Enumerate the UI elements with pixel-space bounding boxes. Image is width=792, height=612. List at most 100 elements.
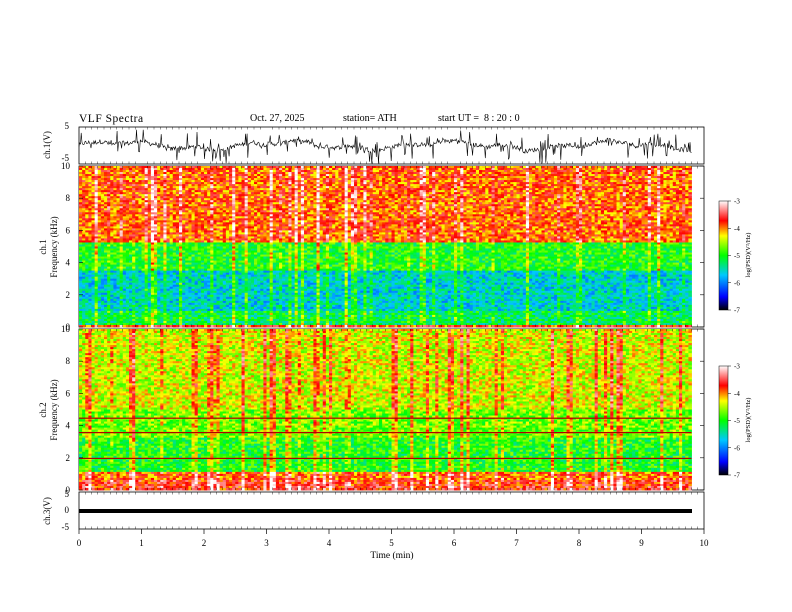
spectrogram-cell xyxy=(94,184,99,187)
spectrogram-cell xyxy=(500,174,505,177)
spectrogram-cell xyxy=(463,182,467,185)
spectrogram-cell xyxy=(613,188,617,191)
spectrogram-cell xyxy=(319,174,324,177)
spectrogram-cell xyxy=(632,186,636,189)
spectrogram-cell xyxy=(369,174,374,177)
spectrogram-cell xyxy=(479,170,483,173)
spectrogram-cell xyxy=(597,182,602,185)
spectrogram-cell xyxy=(566,178,571,181)
spectrogram-cell xyxy=(385,178,389,181)
spectrogram-cell xyxy=(494,176,499,179)
spectrogram-cell xyxy=(650,186,655,189)
spectrogram-cell xyxy=(369,184,374,187)
spectrogram-cell xyxy=(463,178,467,181)
spectrogram-cell xyxy=(625,178,630,181)
spectrogram-cell xyxy=(479,182,483,185)
spectrogram-cell xyxy=(644,170,649,173)
spectrogram-cell xyxy=(344,176,349,179)
spectrogram-cell xyxy=(182,182,186,185)
spectrogram-cell xyxy=(294,188,299,191)
spectrogram-cell xyxy=(82,180,86,183)
spectrogram-cell xyxy=(613,182,617,185)
spectrogram-cell xyxy=(257,166,261,169)
spectrogram-cell xyxy=(441,180,446,183)
spectrogram-cell xyxy=(669,180,674,183)
spectrogram-cell xyxy=(413,184,417,187)
spectrogram-cell xyxy=(675,174,680,177)
spectrogram-cell xyxy=(160,182,164,185)
spectrogram-cell xyxy=(216,168,221,171)
spectrogram-cell xyxy=(160,172,164,175)
spectrogram-cell xyxy=(597,186,602,189)
spectrogram-cell xyxy=(260,186,264,189)
spectrogram-cell xyxy=(444,182,449,185)
spectrogram-cell xyxy=(360,166,364,169)
spectrogram-cell xyxy=(119,180,124,183)
spectrogram-cell xyxy=(213,188,217,191)
spectrogram-cell xyxy=(529,184,533,187)
spectrogram-cell xyxy=(407,182,411,185)
spectrogram-cell xyxy=(110,178,114,181)
spectrogram-cell xyxy=(438,188,442,191)
spectrogram-cell xyxy=(469,186,474,189)
spectrogram-cell xyxy=(416,166,421,169)
spectrogram-cell xyxy=(482,166,486,169)
spectrogram-cell xyxy=(222,186,227,189)
spectrogram-cell xyxy=(535,180,539,183)
spectrogram-cell xyxy=(238,178,242,181)
spectrogram-cell xyxy=(263,182,267,185)
spectrogram-cell xyxy=(563,168,567,171)
spectrogram-cell xyxy=(141,172,146,175)
spectrogram-cell xyxy=(241,188,246,191)
spectrogram-cell xyxy=(475,184,480,187)
spectrogram-cell xyxy=(538,176,542,179)
spectrogram-cell xyxy=(647,172,652,175)
spectrogram-cell xyxy=(666,176,671,179)
spectrogram-cell xyxy=(144,166,149,169)
spectrogram-cell xyxy=(116,180,121,183)
spectrogram-cell xyxy=(450,184,455,187)
spectrogram-cell xyxy=(325,174,330,177)
spectrogram-cell xyxy=(360,186,364,189)
spectrogram-cell xyxy=(610,178,614,181)
spectrogram-cell xyxy=(457,178,461,181)
spectrogram-cell xyxy=(354,172,358,175)
ch1-ytick-top: 5 xyxy=(65,121,70,131)
spectrogram-cell xyxy=(579,180,583,183)
spectrogram-cell xyxy=(185,182,189,185)
spectrogram-cell xyxy=(538,186,542,189)
spectrogram-cell xyxy=(350,176,355,179)
spectrogram-cell xyxy=(560,172,564,175)
spectrogram-cell xyxy=(350,174,355,177)
spectrogram-cell xyxy=(485,178,489,181)
spectrogram-cell xyxy=(419,166,424,169)
spectrogram-cell xyxy=(675,172,680,175)
spectrogram-cell xyxy=(675,166,680,169)
spectrogram-cell xyxy=(260,168,264,171)
spectrogram-cell xyxy=(444,174,449,177)
spectrogram-cell xyxy=(450,180,455,183)
spectrogram-cell xyxy=(213,178,217,181)
spectrogram-cell xyxy=(560,168,564,171)
spectrogram-cell xyxy=(647,180,652,183)
spectrogram-cell xyxy=(425,188,430,191)
spectrogram-cell xyxy=(672,176,677,179)
spectrogram-cell xyxy=(663,186,667,189)
spectrogram-cell xyxy=(494,188,499,191)
spectrogram-cell xyxy=(179,182,183,185)
spectrogram-cell xyxy=(282,184,286,187)
spectrogram-cell xyxy=(385,184,389,187)
spectrogram-cell xyxy=(607,178,611,181)
spectrogram-cell xyxy=(144,178,149,181)
spectrogram-cell xyxy=(454,176,458,179)
spectrogram-cell xyxy=(438,170,442,173)
spectrogram-cell xyxy=(185,178,189,181)
spectrogram-cell xyxy=(294,174,299,177)
spectrogram-cell xyxy=(116,172,121,175)
spectrogram-cell xyxy=(525,174,530,177)
spectrogram-cell xyxy=(425,166,430,169)
spectrogram-cell xyxy=(410,182,414,185)
spectrogram-cell xyxy=(541,168,546,171)
spectrogram-cell xyxy=(485,186,489,189)
spectrogram-cell xyxy=(463,188,467,191)
